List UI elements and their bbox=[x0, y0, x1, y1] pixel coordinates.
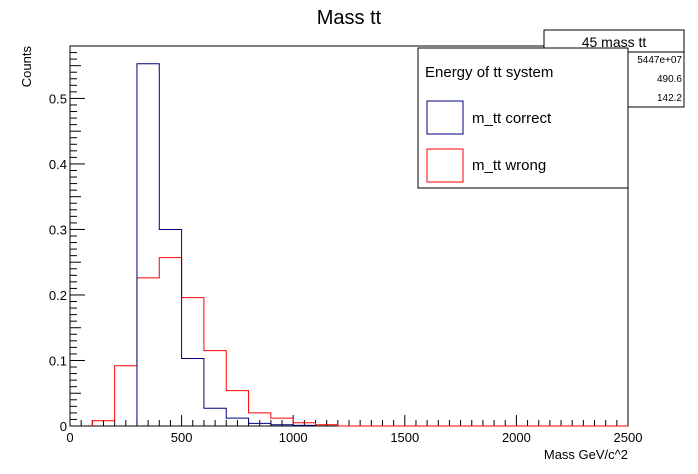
histogram-bin-m-tt-wrong bbox=[204, 351, 226, 426]
histogram-series-m-tt-correct bbox=[136, 63, 317, 426]
histogram-bin-m-tt-wrong bbox=[115, 366, 137, 426]
legend-title: Energy of tt system bbox=[425, 64, 553, 81]
x-tick-label: 500 bbox=[171, 430, 193, 445]
y-tick-label: 0.5 bbox=[49, 91, 67, 106]
legend-swatch-m-tt-wrong bbox=[426, 148, 464, 183]
series-layer bbox=[91, 63, 628, 427]
stats-mean-value: 490.6 bbox=[657, 74, 682, 85]
chart-title: Mass tt bbox=[317, 7, 382, 29]
legend-label-m-tt-correct: m_tt correct bbox=[472, 110, 552, 127]
x-axis: 0 500 1000 1500 2000 2500 bbox=[66, 415, 642, 445]
stats-box-title: 45 mass tt bbox=[582, 34, 647, 50]
y-tick-label: 0.3 bbox=[49, 222, 67, 237]
x-axis-label: Mass GeV/c^2 bbox=[544, 447, 628, 462]
y-tick-label: 0.4 bbox=[49, 157, 67, 172]
histogram-series-m-tt-wrong bbox=[91, 257, 339, 426]
histogram-bin-m-tt-correct bbox=[182, 359, 204, 426]
stats-entries-value: 5447e+07 bbox=[637, 55, 682, 66]
legend-label-m-tt-wrong: m_tt wrong bbox=[472, 157, 546, 174]
y-axis-label: Counts bbox=[19, 46, 34, 88]
histogram-bin-m-tt-correct bbox=[159, 229, 181, 426]
y-tick-label: 0.2 bbox=[49, 288, 67, 303]
legend-frame bbox=[417, 47, 629, 189]
x-tick-label: 1000 bbox=[279, 430, 308, 445]
legend: Energy of tt system m_tt correct m_tt wr… bbox=[417, 47, 629, 189]
x-tick-label: 2500 bbox=[614, 430, 643, 445]
histogram-bin-m-tt-wrong bbox=[137, 278, 159, 426]
histogram-bin-m-tt-wrong bbox=[182, 298, 204, 426]
histogram-bin-m-tt-wrong bbox=[159, 258, 181, 426]
stats-std-dev-value: 142.2 bbox=[657, 93, 682, 104]
x-tick-label: 2000 bbox=[502, 430, 531, 445]
x-tick-label: 0 bbox=[66, 430, 73, 445]
x-tick-label: 1500 bbox=[390, 430, 419, 445]
y-tick-label: 0.1 bbox=[49, 353, 67, 368]
y-axis: 0 0.1 0.2 0.3 0.4 0.5 bbox=[49, 45, 85, 434]
y-tick-label: 0 bbox=[60, 419, 67, 434]
legend-swatch-m-tt-correct bbox=[426, 100, 464, 135]
histogram-bin-m-tt-correct bbox=[137, 64, 159, 426]
